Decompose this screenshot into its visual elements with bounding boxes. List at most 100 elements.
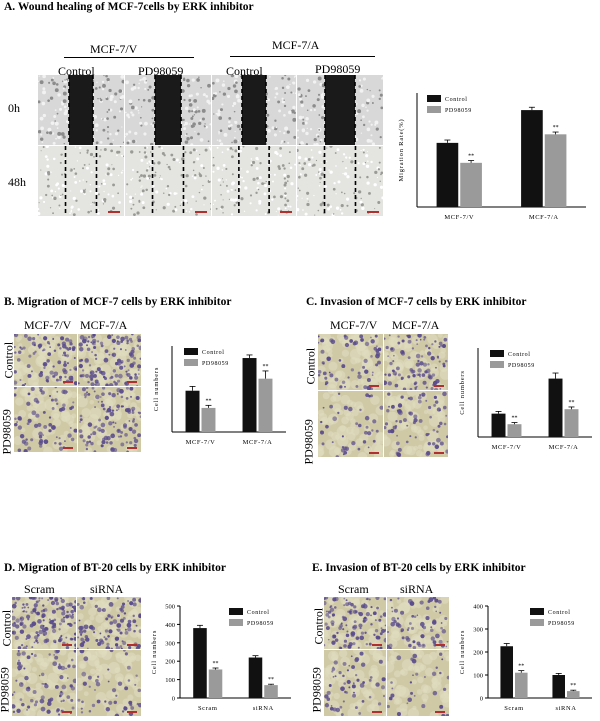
stain-image-e-3 [324,650,386,716]
bar-pd98059-0 [515,672,528,698]
legend-swatch [490,350,504,357]
panel-a-col-3: Control [226,64,263,78]
bar-pd98059-0 [208,669,223,698]
y-tick-label: 0 [480,696,483,703]
panel-e-col-1: Scram [338,582,369,596]
x-category-label: MCF-7/A [529,214,559,221]
stain-image-d-2 [77,597,141,649]
chart-d: 0 100 200 300 400 500 Cell numbers ** Scram ** siR… [150,598,295,716]
panel-a-row-0h: 0h [8,101,20,115]
legend-swatch [229,619,243,626]
chart-svg-E: 0 100 200 300 400 Cell numbers ** Scram ** siRNA C… [459,604,592,712]
bar-control-1 [248,657,263,698]
stain-image-c-2 [384,334,448,390]
significance-mark: ** [568,400,574,406]
wound-image-v-pd-0h [125,75,211,145]
panel-d-title: D. Migration of BT-20 cells by ERK inhib… [4,562,226,574]
legend-swatch [490,361,504,368]
significance-mark: ** [262,364,268,370]
bar-control-0 [185,390,200,432]
stain-image-e-4 [387,650,449,716]
legend-label: PD98059 [548,621,575,627]
legend-label: Control [548,610,571,616]
panel-d-col-2: siRNA [90,582,124,596]
y-tick-label: 200 [165,659,175,666]
panel-c-col-2: MCF-7/A [392,318,440,332]
legend-swatch [184,359,198,366]
y-tick-label: 400 [473,604,483,611]
significance-mark: ** [553,125,559,131]
panel-a-group-2: MCF-7/A [272,38,320,52]
stain-image-b-2 [78,334,141,386]
significance-mark: ** [213,661,219,667]
legend-swatch [184,348,198,355]
chart-a: Migration Rate(%) ** MCF-7/V ** MCF-7/A Contr… [395,85,590,225]
y-tick-label: 100 [473,673,483,680]
stain-image-e-2 [387,597,449,649]
bar-pd98059-0 [507,424,522,437]
x-category-label: MCF-7/V [444,214,474,221]
wound-image-v-pd-48h [125,146,211,216]
bar-pd98059-1 [258,378,273,432]
legend-swatch [229,608,243,615]
stain-image-e-1 [324,597,386,649]
chart-c: Cell numbers ** MCF-7/V ** MCF-7/A Control PD9… [456,340,596,455]
bar-pd98059-0 [460,162,482,207]
legend-label: Control [508,352,531,358]
bar-control-0 [193,628,207,698]
y-tick-label: 300 [473,627,483,634]
y-tick-label: 300 [165,640,175,647]
y-axis-label: Cell numbers [153,367,160,411]
chart-b: Cell numbers ** MCF-7/V ** MCF-7/A Control PD9… [150,338,290,450]
significance-mark: ** [570,683,576,689]
panel-a-col-2: PD98059 [138,64,184,78]
chart-e: 0 100 200 300 400 Cell numbers ** Scram ** siRNA C… [458,598,596,716]
bar-control-1 [242,358,257,432]
stain-image-d-1 [12,597,76,649]
panel-b-title: B. Migration of MCF-7 cells by ERK inhib… [4,296,232,308]
panel-a-row-48h: 48h [8,175,26,189]
wound-image-v-control-48h [38,146,124,216]
bar-control-0 [491,413,506,437]
panel-b-col-2: MCF-7/A [80,318,128,332]
chart-svg-B: Cell numbers ** MCF-7/V ** MCF-7/A Control PD9… [153,346,286,446]
x-category-label: MCF-7/A [549,444,579,451]
panel-e-col-2: siRNA [400,582,434,596]
stain-image-b-4 [78,387,141,452]
x-category-label: MCF-7/V [492,444,522,451]
wound-image-a-pd-48h [297,146,383,216]
panel-a-col-4: PD98059 [315,62,361,76]
panel-a-title: A. Wound healing of MCF-7cells by ERK in… [4,1,254,13]
y-tick-label: 0 [172,696,175,703]
y-tick-label: 500 [165,604,175,611]
stain-image-c-1 [318,334,383,390]
y-axis-label: Cell numbers [459,630,466,674]
x-category-label: MCF-7/A [243,439,273,446]
legend-swatch [427,95,441,102]
panel-c-row-control: Control [303,347,318,385]
legend-label: Control [445,97,468,103]
stain-image-c-4 [384,391,448,457]
panel-b-row-pd: PD98059 [0,409,14,455]
panel-b-col-1: MCF-7/V [24,318,72,332]
legend-label: PD98059 [508,363,535,369]
wound-image-a-control-48h [212,146,296,216]
wound-image-v-control-0h [38,75,124,145]
bar-pd98059-1 [567,691,580,698]
panel-c-row-pd: PD98059 [301,419,316,465]
legend-swatch [530,619,544,626]
x-category-label: MCF-7/V [186,439,216,446]
panel-a-group-1-rule [64,57,194,58]
legend-label: Control [202,350,225,356]
significance-mark: ** [268,677,274,683]
stain-image-b-3 [14,387,77,452]
bar-control-0 [500,646,513,698]
wound-image-a-control-0h [212,75,296,145]
panel-a-group-1: MCF-7/V [90,42,138,56]
y-tick-label: 400 [165,622,175,629]
bar-control-1 [552,675,565,698]
x-category-label: Scram [504,705,524,712]
y-axis-label: Cell numbers [459,370,466,414]
chart-svg-A: Migration Rate(%) ** MCF-7/V ** MCF-7/A Contr… [398,93,586,221]
legend-label: PD98059 [202,361,229,367]
